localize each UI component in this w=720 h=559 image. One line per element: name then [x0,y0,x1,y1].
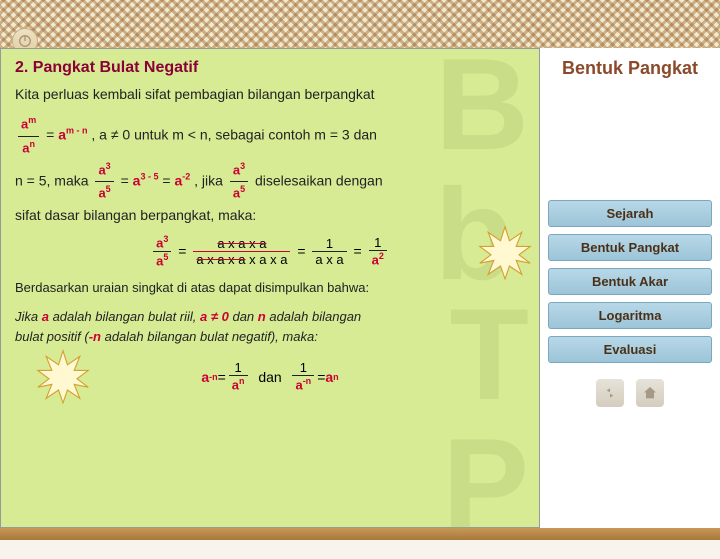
sidebar: Bentuk Pangkat Sejarah Bentuk Pangkat Be… [540,48,720,528]
starburst-icon [477,224,533,280]
nav-bentuk-akar[interactable]: Bentuk Akar [548,268,712,295]
formula-line-3: sifat dasar bilangan berpangkat, maka: [15,204,525,226]
formula-line-2: n = 5, maka a3a5 = a3 - 5 = a-2 , jika a… [15,159,525,204]
section-heading: 2. Pangkat Bulat Negatif [15,59,525,77]
home-icon[interactable] [636,379,664,407]
nav-bentuk-pangkat[interactable]: Bentuk Pangkat [548,234,712,261]
conclusion-text: Berdasarkan uraian singkat di atas dapat… [15,278,525,298]
bg-letter: T [450,279,529,429]
nav-evaluasi[interactable]: Evaluasi [548,336,712,363]
sidebar-title: Bentuk Pangkat [548,58,712,80]
main-area: B b T P 2. Pangkat Bulat Negatif Kita pe… [0,48,720,528]
bottom-bar [0,528,720,540]
starburst-icon [35,348,91,404]
back-icon[interactable] [596,379,624,407]
final-equation: a-n= 1an dan 1a-n = an [15,360,525,392]
main-equation: a3a5 = a x a x aa x a x a x a x a = 1a x… [15,234,525,268]
nav-logaritma[interactable]: Logaritma [548,302,712,329]
top-pattern [0,0,720,48]
power-icon [18,34,32,48]
intro-text: Kita perluas kembali sifat pembagian bil… [15,83,525,105]
formula-line-1: aman = am - n , a ≠ 0 untuk m < n, sebag… [15,113,525,158]
nav-icons [548,379,712,407]
nav-sejarah[interactable]: Sejarah [548,200,712,227]
rule-text: Jika a adalah bilangan bulat riil, a ≠ 0… [15,307,525,346]
content-panel: B b T P 2. Pangkat Bulat Negatif Kita pe… [0,48,540,528]
